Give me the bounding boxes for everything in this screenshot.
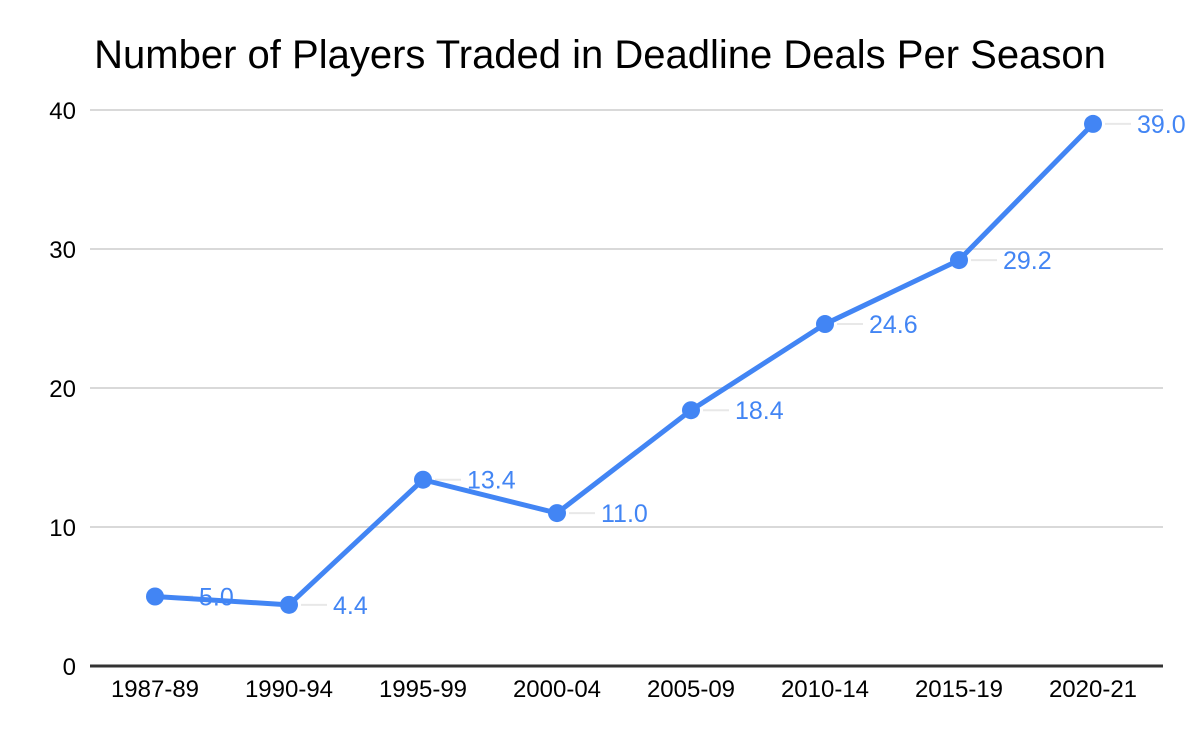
- data-point-marker: [682, 401, 700, 420]
- y-tick-label: 30: [49, 237, 76, 264]
- data-point-marker: [414, 470, 432, 489]
- data-point-label: 5.0: [199, 584, 234, 612]
- y-axis-labels: 0 10 20 30 40: [49, 98, 76, 681]
- series-polyline: [152, 121, 1096, 608]
- data-point-label: 29.2: [1003, 247, 1052, 275]
- x-tick-label: 2000-04: [513, 676, 601, 703]
- data-point-label: 13.4: [467, 467, 516, 495]
- data-label-leaders: [167, 122, 1131, 606]
- data-point-label: 18.4: [735, 397, 784, 425]
- x-tick-label: 2005-09: [647, 676, 735, 703]
- data-point-marker: [548, 504, 566, 523]
- y-tick-label: 20: [49, 376, 76, 403]
- data-labels: 5.0 4.4 13.4 11.0 18.4 24.6 29.2 39.0: [199, 111, 1186, 620]
- x-axis-labels: 1987-89 1990-94 1995-99 2000-04 2005-09 2010-…: [111, 676, 1137, 703]
- x-tick-label: 1990-94: [245, 676, 333, 703]
- data-point-label: 4.4: [333, 592, 368, 620]
- x-tick-label: 2015-19: [915, 676, 1003, 703]
- data-point-marker: [950, 251, 968, 270]
- chart-title: Number of Players Traded in Deadline Dea…: [94, 33, 1106, 77]
- data-point-marker: [280, 595, 298, 614]
- series-line: [152, 121, 1096, 608]
- data-point-label: 24.6: [869, 311, 918, 339]
- y-tick-label: 40: [49, 98, 76, 125]
- x-tick-label: 2010-14: [781, 676, 869, 703]
- y-tick-label: 10: [49, 515, 76, 542]
- data-point-marker: [146, 587, 164, 606]
- data-point-label: 11.0: [601, 500, 648, 528]
- data-point-label: 39.0: [1137, 111, 1186, 139]
- data-point-marker: [1084, 114, 1102, 133]
- x-tick-label: 1995-99: [379, 676, 467, 703]
- data-point-marker: [816, 315, 834, 334]
- x-tick-label: 1987-89: [111, 676, 199, 703]
- gridlines: [90, 109, 1163, 528]
- x-tick-label: 2020-21: [1049, 676, 1137, 703]
- data-points: [146, 114, 1102, 614]
- y-tick-label: 0: [63, 654, 76, 681]
